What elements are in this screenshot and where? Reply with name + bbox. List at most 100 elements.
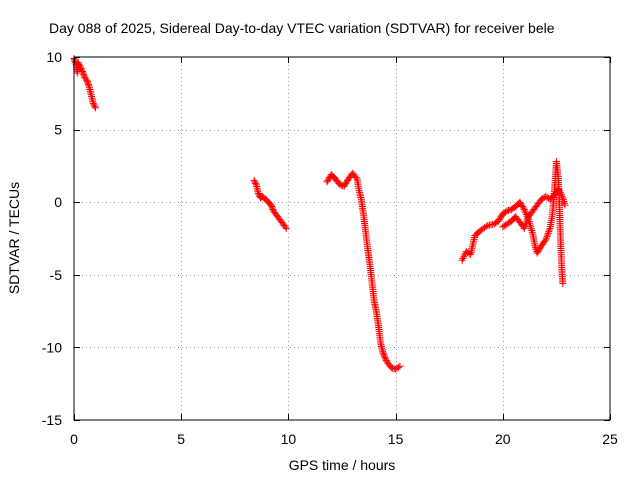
data-point <box>343 178 351 186</box>
data-point <box>380 351 388 359</box>
data-point <box>523 218 531 226</box>
plot-frame <box>73 56 611 421</box>
data-point <box>516 198 524 206</box>
data-point <box>561 201 569 209</box>
data-point <box>522 209 530 217</box>
data-point <box>520 224 528 232</box>
data-point <box>521 223 529 231</box>
data-point <box>557 190 565 198</box>
x-tick-label: 0 <box>70 431 78 447</box>
data-point <box>379 349 387 357</box>
data-point <box>520 205 528 213</box>
y-tick-label: -5 <box>50 267 63 283</box>
data-point <box>379 348 387 356</box>
data-point <box>544 229 552 237</box>
data-point <box>545 226 553 234</box>
x-tick-label: 5 <box>177 431 185 447</box>
y-tick-label: 5 <box>54 122 62 138</box>
data-point <box>534 248 542 256</box>
grid-lines <box>74 57 610 420</box>
data-point <box>543 233 551 241</box>
data-point <box>352 174 360 182</box>
data-point <box>517 200 525 208</box>
data-point <box>496 214 504 222</box>
chart-title: Day 088 of 2025, Sidereal Day-to-day VTE… <box>49 20 555 36</box>
data-point <box>556 189 564 197</box>
data-point <box>560 199 568 207</box>
data-point <box>396 362 404 370</box>
data-point <box>91 102 99 110</box>
data-point <box>268 204 276 212</box>
y-tick-label: -15 <box>42 412 62 428</box>
data-point <box>91 104 99 112</box>
y-tick-label: -10 <box>42 339 62 355</box>
data-point <box>254 189 262 197</box>
data-point <box>495 217 503 225</box>
data-point <box>521 221 529 229</box>
data-point <box>267 201 275 209</box>
data-point <box>528 227 536 235</box>
data-point <box>502 208 510 216</box>
data-point <box>518 201 526 209</box>
x-tick-label: 10 <box>281 431 297 447</box>
data-point <box>519 203 527 211</box>
data-point <box>531 242 539 250</box>
data-point <box>282 224 290 232</box>
data-point <box>80 72 88 80</box>
x-tick-label: 25 <box>602 431 618 447</box>
data-point <box>497 213 505 221</box>
data-point <box>555 185 563 193</box>
data-point <box>80 70 88 78</box>
data-point <box>519 204 527 212</box>
data-point <box>83 76 91 84</box>
data-point <box>78 66 86 74</box>
data-point <box>533 249 541 257</box>
x-tick-label: 15 <box>388 431 404 447</box>
axis-ticks: 0 5 10 15 20 25 -15 -10 -5 0 5 10 <box>42 49 618 447</box>
data-point <box>268 203 276 211</box>
data-point <box>82 75 90 83</box>
data-point <box>541 237 549 245</box>
data-point <box>545 228 553 236</box>
data-point <box>251 178 259 186</box>
data-point <box>535 246 543 254</box>
data-point <box>558 192 566 200</box>
y-axis-label: SDTVAR / TECUs <box>6 182 22 294</box>
data-point <box>269 205 277 213</box>
data-point <box>89 99 97 107</box>
data-point <box>76 62 84 70</box>
data-point <box>528 228 536 236</box>
data-point <box>459 255 467 263</box>
data-point <box>544 231 552 239</box>
data-point <box>559 280 567 288</box>
data-point <box>71 57 79 65</box>
data-point <box>74 59 82 67</box>
data-point <box>381 354 389 362</box>
data-point <box>323 178 331 186</box>
data-point <box>252 179 260 187</box>
data-points <box>70 54 569 373</box>
x-axis-label: GPS time / hours <box>289 457 396 473</box>
data-point <box>340 182 348 190</box>
data-point <box>76 63 84 71</box>
data-point <box>79 69 87 77</box>
data-point <box>559 196 567 204</box>
data-point <box>281 223 289 231</box>
data-point <box>555 187 563 195</box>
data-point <box>521 207 529 215</box>
data-point <box>77 65 85 73</box>
data-point <box>382 355 390 363</box>
data-point <box>79 68 87 76</box>
data-point <box>559 194 567 202</box>
y-tick-label: 10 <box>46 49 62 65</box>
data-point <box>75 60 83 68</box>
data-point <box>495 216 503 224</box>
data-point <box>560 197 568 205</box>
data-point <box>542 236 550 244</box>
data-point <box>460 253 468 261</box>
data-point <box>536 245 544 253</box>
data-point <box>394 363 402 371</box>
data-point <box>324 176 332 184</box>
data-point <box>84 79 92 87</box>
